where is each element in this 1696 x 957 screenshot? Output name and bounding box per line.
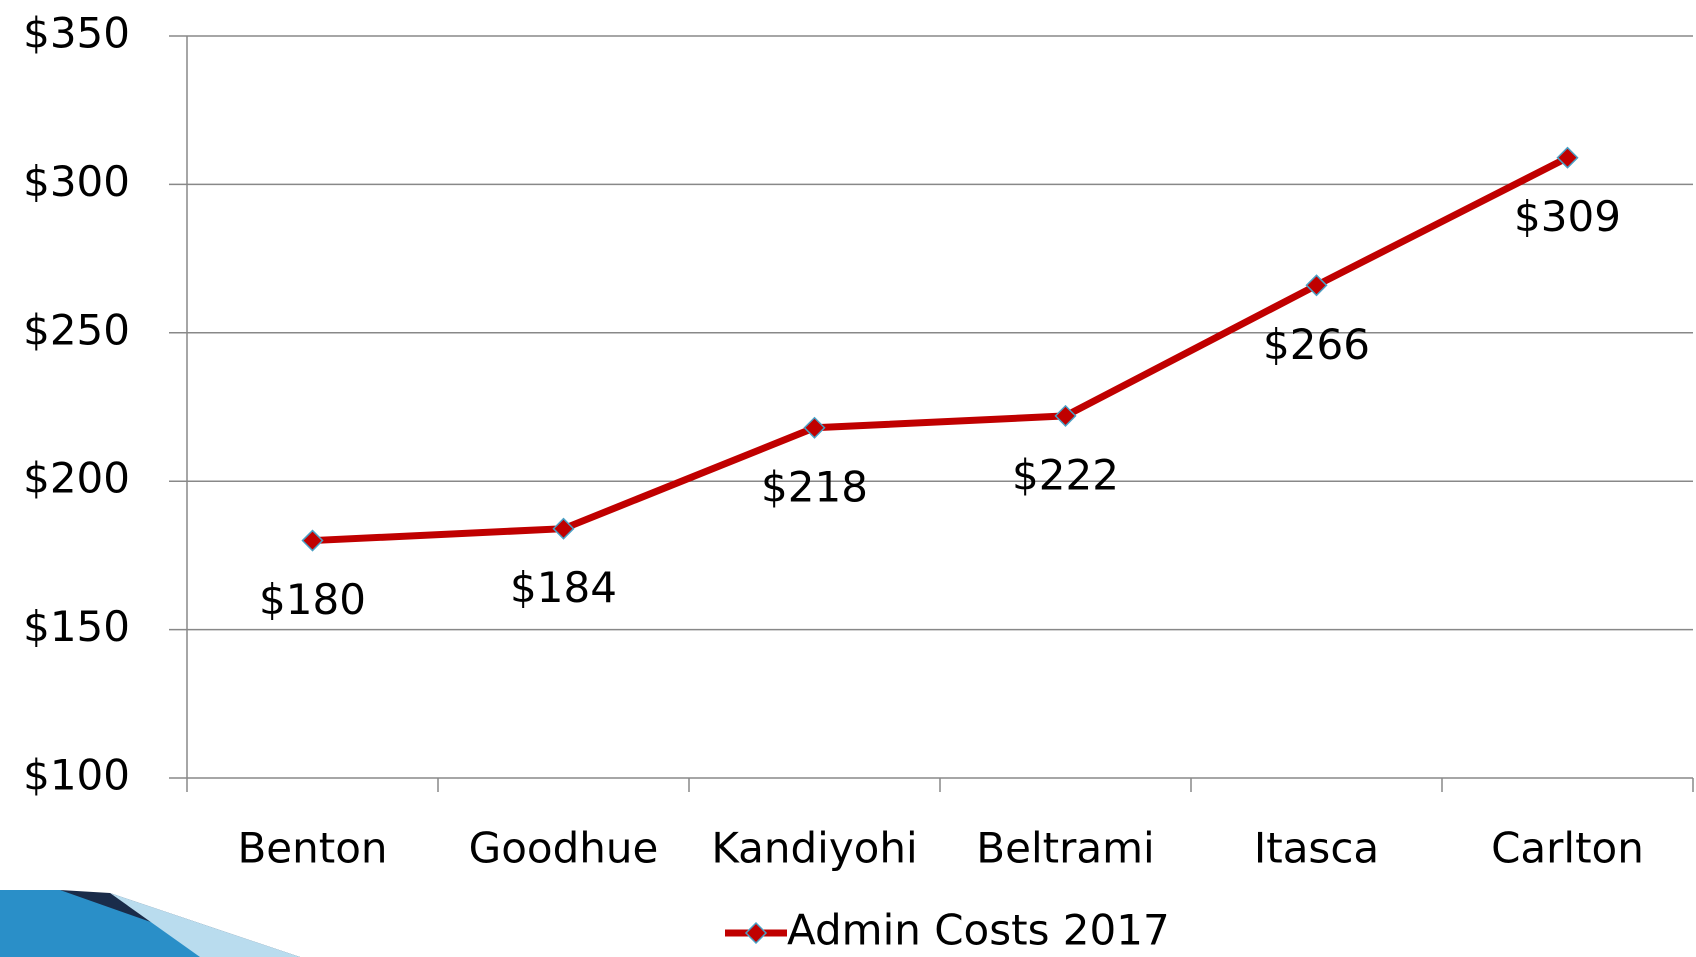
y-tick-label: $150 (23, 602, 130, 651)
point-marker (301, 529, 324, 552)
x-tick-label: Goodhue (469, 824, 659, 873)
point-marker (1305, 274, 1328, 297)
legend-label: Admin Costs 2017 (787, 906, 1170, 955)
data-label: $266 (1263, 320, 1370, 369)
swoosh-light (110, 893, 300, 957)
x-tick-label: Itasca (1254, 824, 1379, 873)
x-tick-label: Beltrami (976, 824, 1154, 873)
data-label: $184 (510, 563, 617, 612)
point-marker (552, 517, 575, 540)
data-label: $309 (1514, 192, 1621, 241)
y-tick-label: $300 (23, 157, 130, 206)
legend-marker (744, 921, 768, 945)
x-tick-label: Carlton (1491, 824, 1644, 873)
point-marker (803, 416, 826, 439)
y-tick-label: $200 (23, 454, 130, 503)
data-label: $222 (1012, 450, 1119, 499)
data-label: $218 (761, 462, 868, 511)
x-tick-label: Kandiyohi (711, 824, 917, 873)
data-label: $180 (259, 575, 366, 624)
y-tick-label: $100 (23, 751, 130, 800)
decoration (0, 890, 300, 957)
point-marker (1556, 146, 1579, 169)
series-line (312, 154, 1570, 545)
y-tick-label: $350 (23, 9, 130, 58)
x-tick-label: Benton (237, 824, 387, 873)
point-marker (1054, 404, 1077, 427)
y-tick-label: $250 (23, 305, 130, 354)
